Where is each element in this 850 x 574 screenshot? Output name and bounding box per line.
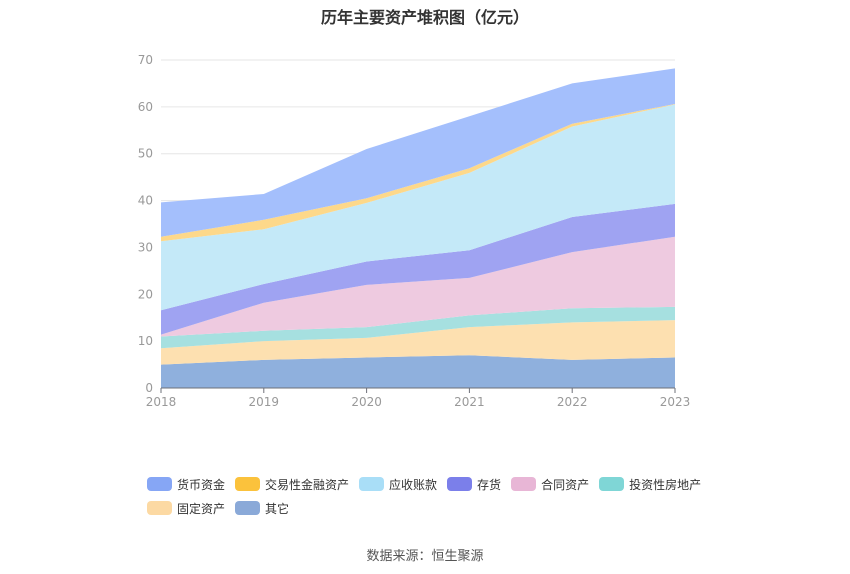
legend-label: 固定资产: [177, 501, 226, 516]
legend-label: 合同资产: [541, 477, 590, 492]
legend-swatch: [147, 477, 172, 491]
axes: 0 10 20 30 40 50 60 70 2018 2019 2020 2021 2022 2023: [138, 53, 691, 409]
area-series-4: [161, 203, 675, 335]
legend-item[interactable]: 应收账款: [359, 476, 437, 493]
area-series-1: [161, 320, 675, 365]
x-tick-label: 2019: [249, 395, 280, 409]
data-source-note: 数据来源：恒生聚源: [366, 549, 484, 564]
area-series-0: [161, 355, 675, 388]
y-tick-label: 10: [138, 334, 153, 348]
area-series-7: [161, 68, 675, 237]
legend-row: 固定资产 其它: [147, 496, 747, 520]
x-tick-label: 2022: [557, 395, 588, 409]
x-tick-label: 2018: [146, 395, 177, 409]
legend-label: 其它: [265, 501, 290, 516]
legend-item[interactable]: 固定资产: [147, 500, 225, 517]
legend-item[interactable]: 货币资金: [147, 476, 225, 493]
legend-item[interactable]: 合同资产: [511, 476, 589, 493]
x-tick-label: 2023: [660, 395, 691, 409]
area-series-2: [161, 306, 675, 349]
y-tick-label: 40: [138, 194, 153, 208]
legend-swatch: [599, 477, 625, 491]
legend-item[interactable]: 存货: [447, 476, 501, 493]
chart-title: 历年主要资产堆积图（亿元）: [320, 8, 529, 27]
y-tick-label: 0: [145, 381, 153, 395]
y-tick-label: 70: [138, 53, 153, 67]
legend-swatch: [235, 501, 261, 515]
y-tick-label: 60: [138, 100, 153, 114]
legend-swatch: [511, 477, 537, 491]
legend-label: 货币资金: [177, 477, 226, 492]
area-series: [161, 68, 675, 388]
legend-label: 投资性房地产: [629, 477, 702, 492]
y-tick-label: 50: [138, 147, 153, 161]
y-tick-label: 30: [138, 240, 153, 254]
legend-label: 存货: [477, 477, 502, 492]
legend-swatch: [359, 477, 385, 491]
legend-swatch: [235, 477, 261, 491]
legend-swatch: [447, 477, 473, 491]
area-series-5: [161, 104, 675, 311]
legend-item[interactable]: 交易性金融资产: [235, 476, 349, 493]
legend: 货币资金 交易性金融资产 应收账款 存货 合同资产 投资性房地产 固定资产 其它: [147, 472, 747, 520]
legend-label: 应收账款: [389, 477, 438, 492]
legend-item[interactable]: 投资性房地产: [599, 476, 701, 493]
area-series-3: [161, 236, 675, 337]
legend-label: 交易性金融资产: [265, 477, 350, 492]
y-tick-label: 20: [138, 287, 153, 301]
legend-item[interactable]: 其它: [235, 500, 289, 517]
legend-row: 货币资金 交易性金融资产 应收账款 存货 合同资产 投资性房地产: [147, 472, 747, 496]
x-tick-label: 2020: [351, 395, 382, 409]
legend-swatch: [147, 501, 172, 515]
x-tick-label: 2021: [454, 395, 485, 409]
